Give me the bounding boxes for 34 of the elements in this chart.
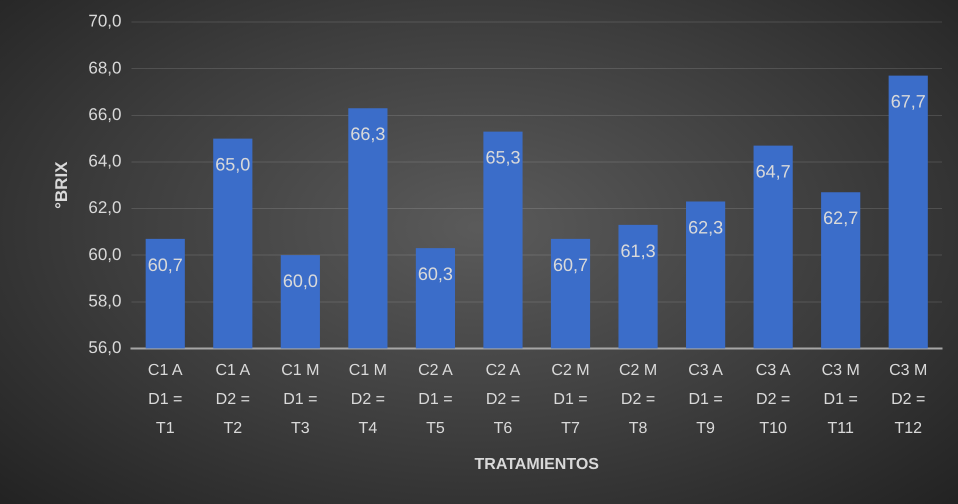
x-tick-label: C3 M D1 = T11 — [822, 362, 860, 437]
y-tick-label: 68,0 — [88, 58, 122, 78]
x-tick-label: C3 A D2 = T10 — [756, 362, 791, 437]
y-tick-label: 58,0 — [88, 291, 122, 310]
x-tick-label: C3 M D2 = T12 — [889, 362, 928, 437]
x-tick-label: C2 M D1 = T7 — [551, 362, 590, 437]
x-tick-label: C1 A D2 = T2 — [215, 362, 250, 437]
data-label: 61,3 — [620, 240, 656, 261]
data-label: 62,3 — [688, 217, 724, 238]
data-label: 60,7 — [552, 254, 588, 275]
x-axis-title: TRATAMIENTOS — [474, 456, 600, 473]
y-tick-label: 56,0 — [88, 338, 122, 358]
x-tick-label: C1 M D2 = T4 — [348, 362, 388, 437]
x-tick-label: C1 A D1 = T1 — [148, 362, 183, 437]
data-label: 64,7 — [756, 162, 791, 182]
data-label: 66,3 — [350, 124, 386, 144]
data-label: 60,0 — [282, 271, 318, 292]
data-label: 65,0 — [215, 154, 250, 175]
x-tick-label: C1 M D1 = T3 — [281, 362, 320, 437]
x-tick-label: C2 A D2 = T6 — [486, 362, 521, 437]
x-tick-label: C3 A D1 = T9 — [688, 362, 724, 437]
y-tick-label: 66,0 — [88, 104, 122, 124]
y-tick-label: 64,0 — [88, 152, 122, 171]
data-label: 60,7 — [148, 254, 183, 275]
x-tick-label: C2 M D2 = T8 — [618, 362, 658, 437]
y-axis-title: °BRIX — [52, 160, 71, 209]
data-label: 62,7 — [823, 208, 858, 228]
y-tick-label: 60,0 — [88, 244, 122, 264]
x-tick-label: C2 A D1 = T5 — [418, 362, 454, 437]
data-label: 65,3 — [485, 148, 520, 168]
y-tick-label: 62,0 — [88, 198, 122, 218]
y-tick-label: 70,0 — [88, 12, 122, 31]
data-label: 60,3 — [418, 264, 453, 284]
data-label: 67,7 — [890, 92, 926, 112]
